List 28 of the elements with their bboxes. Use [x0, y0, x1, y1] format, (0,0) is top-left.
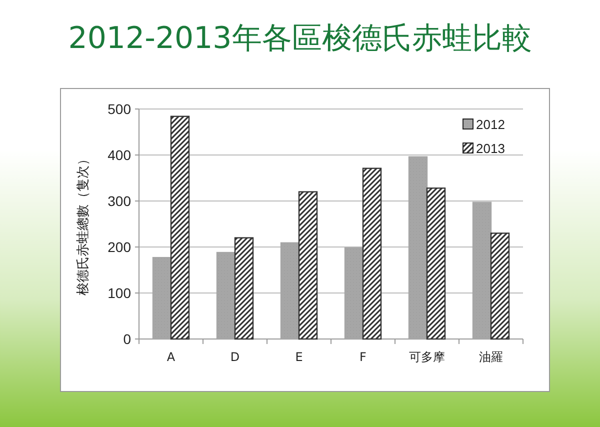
bar [408, 156, 428, 340]
y-tick-label: 200 [108, 239, 132, 255]
x-tick-label: E [295, 350, 303, 364]
legend-label: 2012 [476, 117, 505, 132]
bar [362, 168, 382, 340]
chart-title: 2012-2013年各區梭德氏赤蛙比較 [67, 20, 533, 58]
x-tick-label: F [360, 350, 367, 364]
x-tick-label: 油羅 [479, 350, 503, 364]
bar [472, 202, 492, 340]
bar [234, 237, 254, 340]
bar [170, 116, 190, 340]
legend-label: 2013 [476, 141, 505, 156]
x-tick-label: 可多摩 [409, 350, 445, 364]
x-tick-label: D [230, 350, 240, 364]
y-tick-label: 0 [123, 331, 132, 347]
x-tick-label: A [166, 350, 176, 364]
bar [344, 247, 364, 340]
y-tick-label: 300 [108, 193, 132, 209]
bar [298, 191, 318, 340]
bar [490, 232, 510, 340]
bar [280, 242, 300, 340]
bar [216, 252, 236, 340]
bar [426, 188, 446, 340]
bar [152, 256, 172, 340]
y-tick-label: 100 [108, 285, 132, 301]
y-tick-label: 500 [108, 101, 132, 117]
y-tick-label: 400 [108, 147, 132, 163]
y-axis-title: 梭德氏赤蛙總數（隻次） [76, 152, 91, 296]
